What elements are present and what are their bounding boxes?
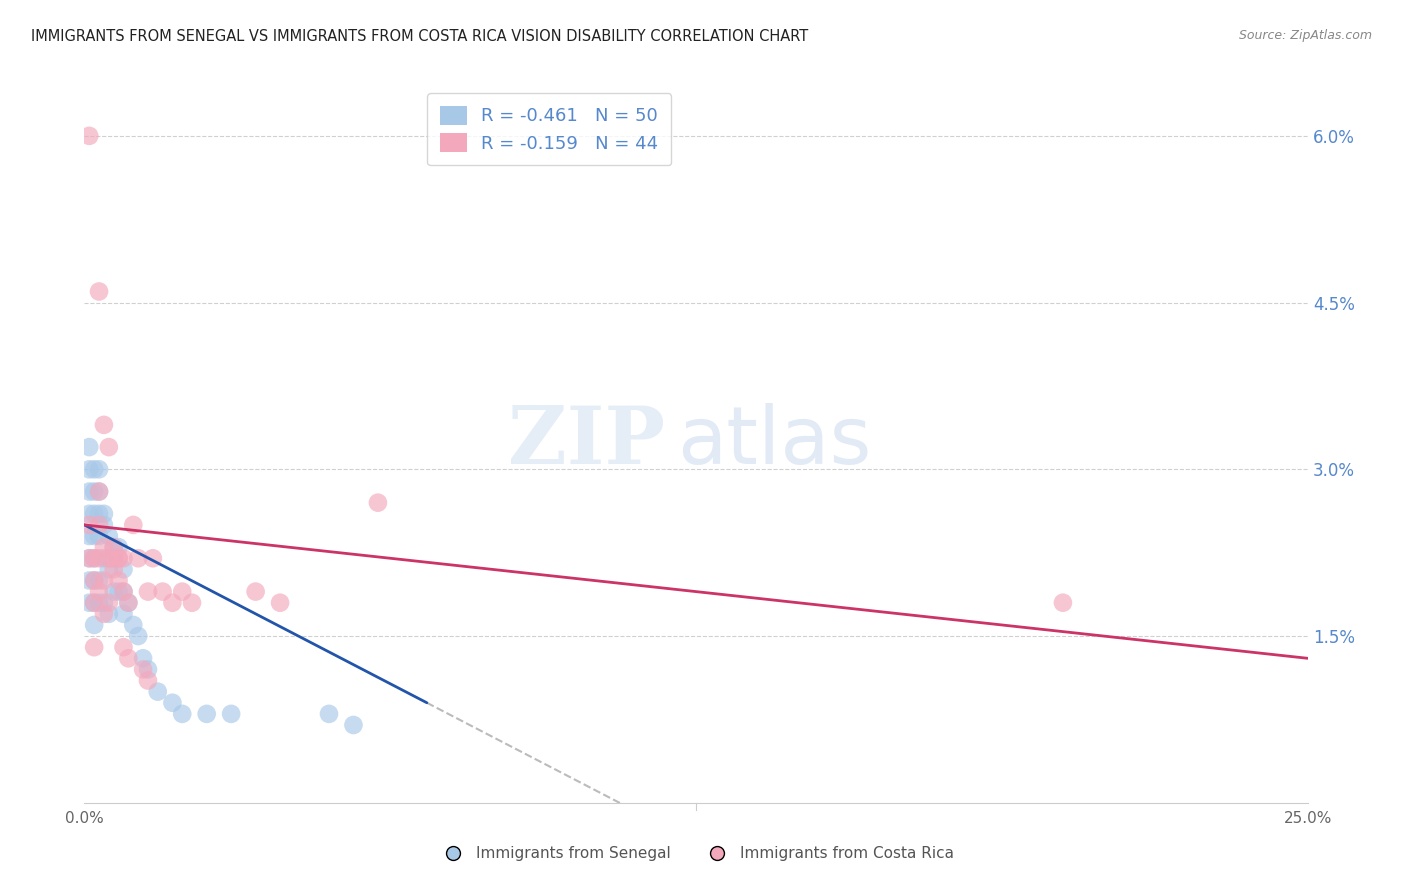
Point [93, 607, 115, 621]
Point [77, 551, 100, 566]
Point [112, 584, 135, 599]
Point [83, 507, 105, 521]
Point [136, 584, 159, 599]
Point [103, 584, 125, 599]
Point [122, 517, 145, 532]
Point [367, 496, 389, 510]
Point [1052, 596, 1074, 610]
Point [245, 584, 267, 599]
Point [195, 706, 218, 721]
Point [83, 529, 105, 543]
Point [107, 551, 129, 566]
Point [117, 596, 139, 610]
Point [93, 417, 115, 432]
Legend: Immigrants from Senegal, Immigrants from Costa Rica: Immigrants from Senegal, Immigrants from… [432, 840, 960, 867]
Point [103, 551, 125, 566]
Point [112, 584, 135, 599]
Point [112, 607, 135, 621]
Point [93, 551, 115, 566]
Point [97, 440, 120, 454]
Point [93, 540, 115, 554]
Point [77, 462, 100, 476]
Point [103, 551, 125, 566]
Point [83, 551, 105, 566]
Text: IMMIGRANTS FROM SENEGAL VS IMMIGRANTS FROM COSTA RICA VISION DISABILITY CORRELAT: IMMIGRANTS FROM SENEGAL VS IMMIGRANTS FR… [31, 29, 808, 44]
Point [136, 673, 159, 688]
Point [83, 484, 105, 499]
Point [269, 596, 291, 610]
Point [112, 562, 135, 576]
Point [127, 629, 149, 643]
Point [117, 651, 139, 665]
Point [107, 540, 129, 554]
Point [77, 596, 100, 610]
Point [77, 529, 100, 543]
Point [342, 718, 364, 732]
Point [122, 618, 145, 632]
Point [87, 285, 110, 299]
Point [83, 618, 105, 632]
Point [132, 662, 155, 676]
Point [83, 574, 105, 588]
Point [318, 706, 340, 721]
Point [219, 706, 242, 721]
Point [162, 696, 184, 710]
Point [83, 574, 105, 588]
Point [132, 651, 155, 665]
Point [97, 596, 120, 610]
Point [77, 551, 100, 566]
Point [87, 529, 110, 543]
Point [93, 574, 115, 588]
Point [127, 551, 149, 566]
Point [172, 706, 194, 721]
Point [83, 462, 105, 476]
Point [136, 662, 159, 676]
Point [87, 517, 110, 532]
Point [93, 517, 115, 532]
Point [77, 507, 100, 521]
Point [172, 584, 194, 599]
Point [97, 551, 120, 566]
Point [97, 607, 120, 621]
Point [93, 596, 115, 610]
Text: Source: ZipAtlas.com: Source: ZipAtlas.com [1239, 29, 1372, 42]
Point [142, 551, 165, 566]
Point [103, 562, 125, 576]
Point [87, 484, 110, 499]
Point [97, 551, 120, 566]
Point [112, 640, 135, 655]
Point [162, 596, 184, 610]
Point [87, 551, 110, 566]
Point [83, 596, 105, 610]
Point [152, 584, 174, 599]
Point [77, 517, 100, 532]
Point [97, 562, 120, 576]
Point [103, 540, 125, 554]
Point [77, 574, 100, 588]
Point [93, 507, 115, 521]
Point [87, 596, 110, 610]
Point [107, 584, 129, 599]
Point [83, 596, 105, 610]
Point [83, 551, 105, 566]
Point [77, 484, 100, 499]
Point [103, 540, 125, 554]
Point [87, 484, 110, 499]
Point [117, 596, 139, 610]
Point [146, 684, 169, 698]
Point [87, 584, 110, 599]
Point [112, 551, 135, 566]
Point [97, 529, 120, 543]
Point [77, 128, 100, 143]
Text: ZIP: ZIP [509, 402, 665, 481]
Point [77, 440, 100, 454]
Point [83, 640, 105, 655]
Point [107, 551, 129, 566]
Point [107, 574, 129, 588]
Point [181, 596, 204, 610]
Point [87, 574, 110, 588]
Text: atlas: atlas [678, 402, 872, 481]
Point [87, 507, 110, 521]
Point [87, 462, 110, 476]
